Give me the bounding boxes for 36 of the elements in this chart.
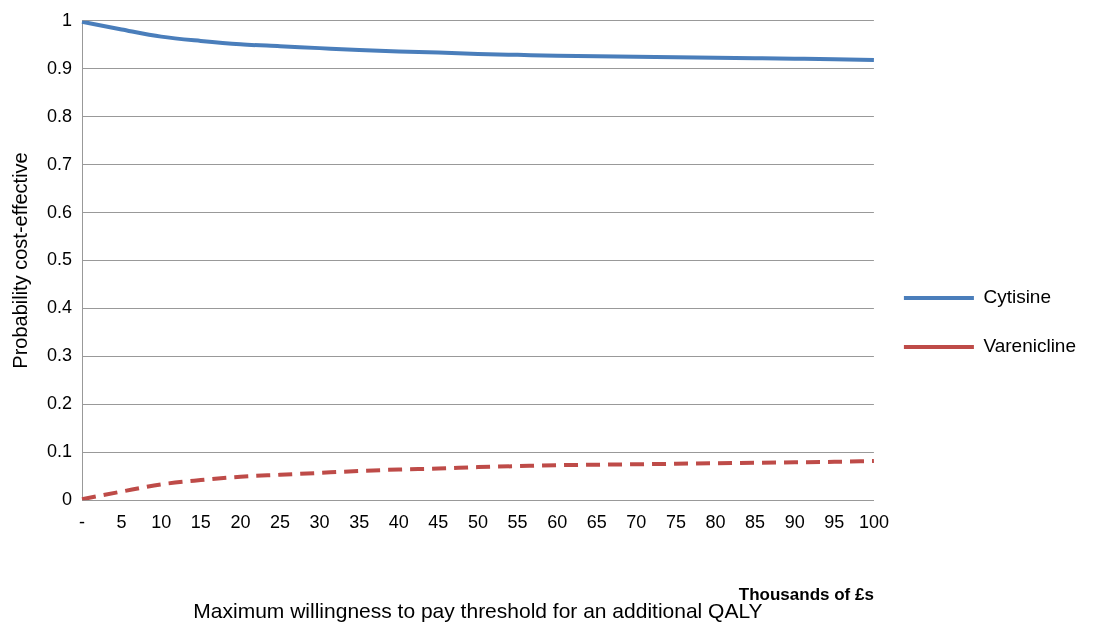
y-tick-label: 0.4 [46,297,73,318]
y-axis-title: Probability cost-effective [8,152,31,369]
x-tick-label: 15 [190,511,211,532]
x-tick-label: 80 [705,511,726,532]
y-tick-label: 0.8 [46,105,73,126]
x-tick-label: 60 [547,511,568,532]
x-tick-label: - [79,511,86,532]
y-tick-label: 0.2 [46,393,73,414]
x-tick-label: 70 [626,511,647,532]
x-tick-label: 40 [388,511,409,532]
legend-label: Cytisine [983,286,1051,308]
x-tick-label: 50 [467,511,488,532]
y-tick-label: 0.9 [46,57,73,78]
x-tick-label: 65 [586,511,607,532]
x-tick-label: 10 [151,511,172,532]
y-tick-label: 0.5 [46,249,73,270]
x-tick-label: 5 [116,511,127,532]
line-series [80,458,876,501]
y-tick-label: 0.3 [46,345,73,366]
x-tick-label: 100 [858,511,889,532]
legend-label: Varenicline [983,335,1077,357]
x-tick-label: 55 [507,511,528,532]
x-tick-label: 20 [230,511,251,532]
x-tick-label: 30 [309,511,330,532]
x-tick-label: 90 [784,511,805,532]
x-tick-label: 45 [428,511,449,532]
y-tick-label: 0.7 [46,153,73,174]
x-tick-label: 75 [665,511,686,532]
y-tick-label: 1 [62,9,73,30]
y-tick-label: 0 [62,489,73,510]
x-tick-label: 95 [824,511,845,532]
y-tick-label: 0.1 [46,441,73,462]
x-tick-label: 85 [745,511,766,532]
x-tick-label: 35 [349,511,370,532]
y-tick-label: 0.6 [46,201,73,222]
x-tick-label: 25 [269,511,291,532]
